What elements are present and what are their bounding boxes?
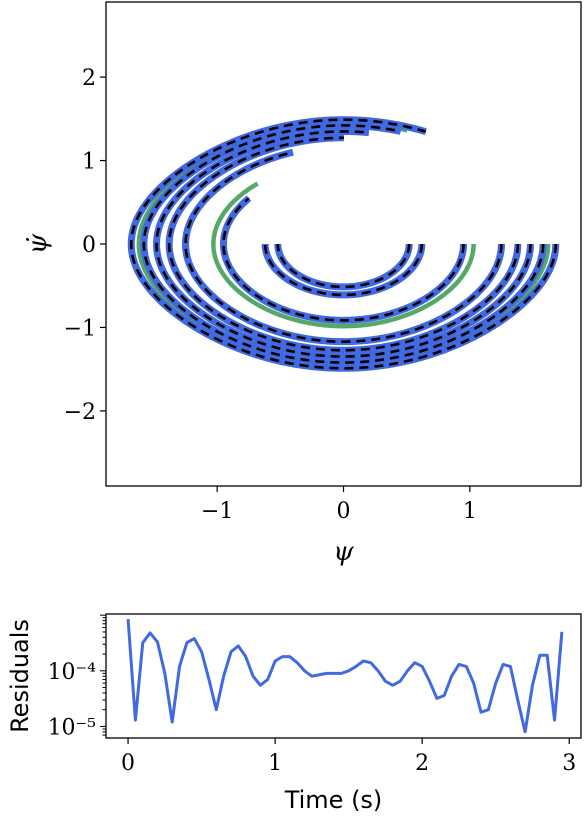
y-tick-label: 1 xyxy=(82,150,96,175)
residuals-axis-label: Residuals xyxy=(6,619,34,733)
reference-trajectory xyxy=(129,118,558,370)
phase-portrait-plot: −1 0 1 −2 −1 0 1 2 ψ ψ̇ xyxy=(23,1,582,567)
y-tick-label: −1 xyxy=(64,316,96,341)
residuals-plot: 0 1 2 3 10⁻⁴ 10⁻⁵ Time (s) Residuals xyxy=(6,613,582,814)
x-axis-label: ψ xyxy=(333,537,354,567)
phase-plot-ticks: −1 0 1 −2 −1 0 1 2 xyxy=(64,66,477,524)
reference-trajectory xyxy=(276,243,411,289)
learned-trajectory xyxy=(219,195,468,324)
y-tick-label: 2 xyxy=(82,66,96,91)
residual-plot-ticks: 0 1 2 3 10⁻⁴ 10⁻⁵ xyxy=(48,614,576,776)
time-tick-label: 0 xyxy=(121,751,135,776)
time-tick-label: 1 xyxy=(268,751,282,776)
residual-line xyxy=(126,619,564,734)
learned-trajectory xyxy=(274,243,413,291)
residual-series-layer xyxy=(126,619,564,734)
y-axis-label: ψ̇ xyxy=(23,233,53,254)
learned-trajectory xyxy=(261,243,426,299)
reference-trajectory xyxy=(184,150,503,343)
time-tick-label: 2 xyxy=(415,751,429,776)
trajectory-layer xyxy=(127,116,560,372)
residual-tick-label: 10⁻⁵ xyxy=(48,715,96,740)
residual-tick-label: 10⁻⁴ xyxy=(48,660,97,685)
y-tick-label: 0 xyxy=(82,233,96,258)
x-tick-label: 1 xyxy=(463,499,477,524)
x-tick-label: 0 xyxy=(337,499,351,524)
time-axis-label: Time (s) xyxy=(284,786,383,814)
learned-trajectory xyxy=(182,148,505,346)
reference-trajectory xyxy=(222,197,465,322)
training-trajectory xyxy=(211,181,476,329)
phase-plot-frame xyxy=(105,1,582,487)
x-tick-label: −1 xyxy=(201,499,233,524)
learned-trajectory xyxy=(127,116,560,372)
y-tick-label: −2 xyxy=(64,400,96,425)
time-tick-label: 3 xyxy=(562,751,576,776)
reference-trajectory xyxy=(142,124,545,364)
reference-trajectory xyxy=(167,136,520,352)
reference-trajectory xyxy=(155,130,532,358)
